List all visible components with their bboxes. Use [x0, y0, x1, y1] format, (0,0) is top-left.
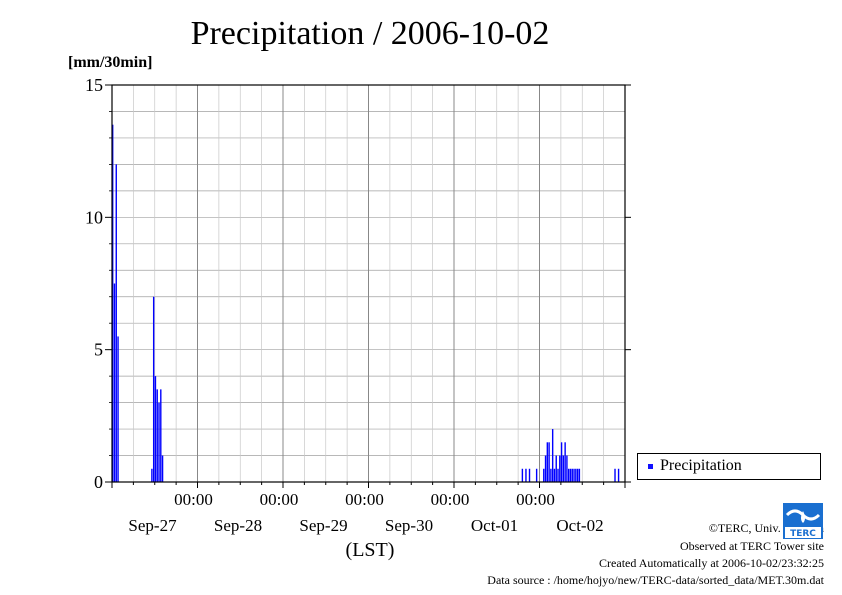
y-axis-unit-label: [mm/30min] — [68, 54, 153, 71]
precipitation-bar — [117, 336, 119, 482]
precipitation-bar — [568, 468, 570, 482]
precipitation-bar — [569, 468, 572, 482]
precipitation-bar — [544, 455, 547, 482]
precipitation-bar — [115, 164, 117, 482]
x-tick-time-label: 00:00 — [260, 490, 299, 509]
precipitation-bar — [525, 468, 527, 482]
precipitation-bars — [112, 124, 620, 482]
precipitation-bar — [560, 442, 563, 482]
precipitation-bar — [557, 468, 559, 482]
precipitation-bar — [559, 455, 561, 482]
chart-legend: Precipitation — [637, 453, 821, 480]
precipitation-bar — [576, 468, 579, 482]
precipitation-bar — [573, 468, 575, 482]
precipitation-bar — [562, 455, 565, 482]
x-axis-label: (LST) — [346, 539, 395, 561]
precipitation-bar — [112, 124, 114, 482]
grid-lines — [112, 85, 625, 482]
precipitation-bar — [543, 468, 545, 482]
precipitation-bar — [546, 442, 549, 482]
y-tick-label: 15 — [85, 75, 103, 95]
precipitation-bar — [152, 296, 155, 482]
legend-label: Precipitation — [660, 457, 742, 474]
x-tick-date-label: Sep-30 — [385, 516, 433, 535]
precipitation-bar — [158, 402, 160, 482]
data-source-text: Data source : /home/hojyo/new/TERC-data/… — [487, 573, 824, 587]
precipitation-bar — [553, 468, 556, 482]
precipitation-bar — [555, 455, 557, 482]
tick-labels: 05101500:00Sep-2700:00Sep-2800:00Sep-290… — [85, 75, 604, 561]
y-tick-label: 5 — [94, 340, 103, 360]
terc-logo: TERC — [783, 503, 823, 539]
svg-text:TERC: TERC — [790, 529, 816, 539]
precipitation-bar — [564, 442, 566, 482]
x-tick-date-label: Sep-28 — [214, 516, 262, 535]
x-tick-time-label: 00:00 — [345, 490, 384, 509]
precipitation-bar — [521, 468, 524, 482]
precipitation-bar — [151, 468, 153, 482]
observation-site-text: Observed at TERC Tower site — [679, 539, 824, 553]
precipitation-bar — [535, 468, 538, 482]
precipitation-bar — [571, 468, 573, 482]
precipitation-bar — [160, 389, 162, 482]
precipitation-bar — [551, 429, 554, 482]
x-tick-time-label: 00:00 — [174, 490, 213, 509]
x-tick-time-label: 00:00 — [431, 490, 470, 509]
x-tick-date-label: Sep-27 — [128, 516, 177, 535]
precipitation-bar — [550, 468, 552, 482]
precipitation-bar — [154, 376, 157, 482]
creation-time-text: Created Automatically at 2006-10-02/23:3… — [599, 556, 824, 570]
x-tick-date-label: Sep-29 — [299, 516, 347, 535]
precipitation-bar — [113, 283, 116, 482]
precipitation-bar — [578, 468, 581, 482]
x-tick-date-label: Oct-01 — [471, 516, 518, 535]
chart-axes — [105, 84, 631, 488]
precipitation-bar — [617, 468, 620, 482]
precipitation-bar — [528, 468, 531, 482]
x-tick-time-label: 00:00 — [516, 490, 555, 509]
precipitation-bar — [548, 442, 550, 482]
legend-swatch — [648, 464, 653, 469]
y-tick-label: 0 — [94, 472, 103, 492]
x-tick-date-label: Oct-02 — [556, 516, 603, 535]
precipitation-bar — [156, 389, 158, 482]
precipitation-bar — [575, 468, 577, 482]
precipitation-bar — [566, 455, 568, 482]
chart-title: Precipitation / 2006-10-02 — [190, 15, 550, 52]
y-tick-label: 10 — [85, 207, 103, 227]
precipitation-bar — [161, 455, 164, 482]
precipitation-bar — [614, 468, 616, 482]
